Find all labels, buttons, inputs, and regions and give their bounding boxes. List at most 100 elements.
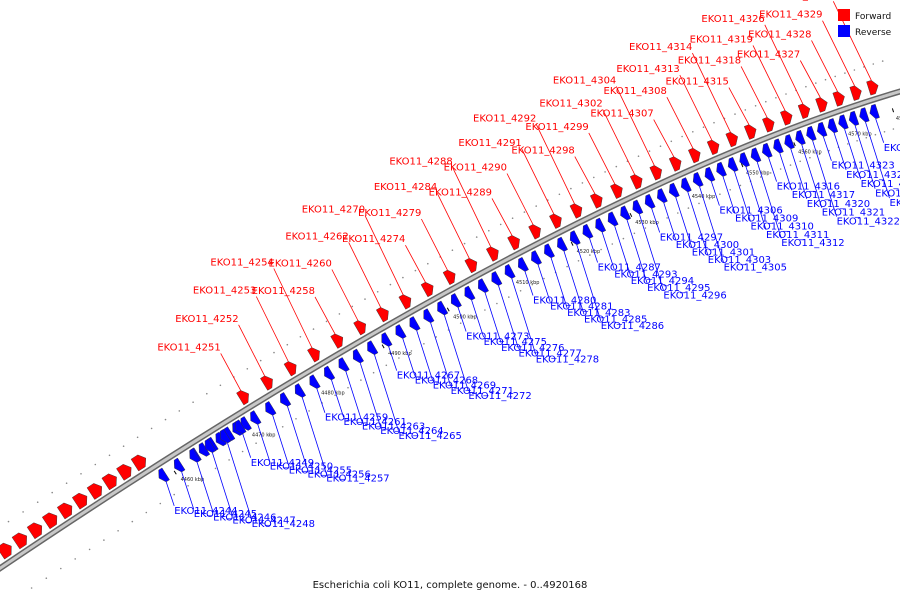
track-dot (122, 445, 125, 448)
track-dot (566, 265, 568, 268)
label-eko11-4253: EKO11_4253 (193, 286, 256, 297)
track-dot (600, 248, 602, 251)
leader-line-forward (740, 66, 768, 118)
label-eko11-4312: EKO11_4312 (781, 238, 844, 249)
track-dot (219, 384, 222, 387)
track-dot (637, 155, 640, 157)
gene-labels: EKO11_4251 EKO11_4252 EKO11_4253 EKO11_4254… (157, 0, 900, 530)
leader-line-forward (588, 132, 616, 185)
label-eko11-4303: EKO11_4303 (708, 255, 771, 266)
track-dot (45, 577, 48, 579)
label-eko11-4313: EKO11_4313 (616, 64, 679, 75)
track-dot (681, 135, 683, 138)
track-dot (828, 149, 830, 152)
leader-line-forward (220, 353, 242, 391)
leader-line-reverse (316, 388, 326, 413)
leader-line-reverse (242, 433, 252, 458)
leader-line-reverse (457, 307, 467, 332)
track-dot (463, 242, 466, 245)
label-eko11-4334: EKO11_4334 (890, 198, 900, 209)
gene-reverse-arrow (704, 166, 716, 182)
label-eko11-4245: EKO11_4245 (194, 509, 257, 520)
gene-forward-arrow (260, 375, 273, 391)
label-eko11-4322: EKO11_4322 (837, 217, 900, 228)
track-dot (789, 164, 792, 166)
gene-forward-arrow (507, 235, 520, 251)
gene-forward-arrow (86, 483, 102, 500)
leader-line-reverse (301, 397, 327, 474)
leader-line-reverse (768, 157, 777, 182)
gene-reverse-arrow (869, 103, 880, 119)
leader-line-forward (521, 148, 555, 215)
label-eko11-4269: EKO11_4269 (433, 381, 496, 392)
gene-reverse-arrow (669, 182, 680, 198)
leader-line-forward (728, 87, 750, 125)
gene-reverse-arrow (817, 121, 828, 137)
track-dot (451, 249, 454, 251)
gene-reverse-arrow (381, 332, 393, 347)
leader-line-reverse (601, 232, 615, 270)
track-dot (589, 254, 591, 256)
label-eko11-4285: EKO11_4285 (584, 314, 647, 325)
leader-line-reverse (639, 214, 664, 291)
label-eko11-4286: EKO11_4286 (601, 321, 664, 332)
label-eko11-4268: EKO11_4268 (415, 376, 478, 387)
label-eko11-4324: EKO11_4324 (846, 170, 900, 181)
label-eko11-4259: EKO11_4259 (325, 413, 388, 424)
gene-reverse-arrow (250, 410, 262, 425)
gene-reverse-arrow (595, 217, 607, 233)
label-eko11-4256: EKO11_4256 (308, 469, 371, 480)
leader-line-reverse (498, 285, 519, 349)
legend-reverse-label: Reverse (855, 28, 892, 38)
label-eko11-4310: EKO11_4310 (751, 222, 814, 233)
label-eko11-4327: EKO11_4327 (737, 50, 800, 61)
leader-line-reverse (687, 191, 709, 256)
track-dot (659, 145, 662, 147)
leader-line-reverse (537, 264, 551, 302)
label-eko11-4326: EKO11_4326 (701, 14, 764, 25)
leader-line-reverse (227, 443, 252, 520)
gene-forward-arrow (743, 124, 757, 140)
leader-line-reverse (212, 452, 233, 516)
label-eko11-4274: EKO11_4274 (342, 234, 405, 245)
gene-forward-arrow (486, 246, 499, 262)
gene-reverse-arrow (795, 129, 806, 145)
gene-reverse-arrow (235, 419, 247, 434)
track-dot (729, 189, 731, 191)
gene-reverse-arrow (423, 308, 435, 324)
leader-line-reverse (844, 129, 861, 180)
label-eko11-4328: EKO11_4328 (748, 29, 811, 40)
leader-line-reverse (626, 219, 648, 284)
leader-line-reverse (511, 278, 537, 355)
legend-forward-swatch (838, 9, 850, 21)
leader-line-reverse (854, 125, 876, 189)
leader-line-reverse (287, 406, 308, 470)
track-dot (708, 197, 711, 200)
leader-line-forward (653, 119, 675, 157)
gene-reverse-arrow (173, 457, 186, 473)
tick-label: 4490 kbp (388, 351, 412, 357)
gene-forward-arrow (236, 390, 249, 406)
leader-line-forward (506, 173, 534, 225)
label-eko11-4254: EKO11_4254 (210, 258, 273, 269)
label-eko11-4265: EKO11_4265 (399, 431, 462, 442)
label-eko11-4299: EKO11_4299 (525, 122, 588, 133)
leader-line-reverse (430, 322, 451, 386)
track-dot (459, 322, 462, 325)
label-eko11-4302: EKO11_4302 (539, 99, 602, 110)
track-dot (872, 63, 875, 65)
gene-forward-arrow (330, 333, 344, 349)
track-dot (241, 450, 244, 453)
label-eko11-4244: EKO11_4244 (174, 506, 237, 517)
label-eko11-4264: EKO11_4264 (380, 426, 443, 437)
leader-line-forward (421, 218, 448, 271)
gene-forward-arrow (442, 269, 456, 286)
leader-line-reverse (722, 176, 736, 214)
backbone-layer (0, 60, 900, 589)
track-dot (192, 401, 194, 404)
gene-reverse-arrow (265, 401, 277, 416)
track-dot (178, 410, 181, 412)
track-dot (739, 184, 742, 187)
label-eko11-4298: EKO11_4298 (511, 146, 574, 157)
track-dot (295, 418, 297, 420)
